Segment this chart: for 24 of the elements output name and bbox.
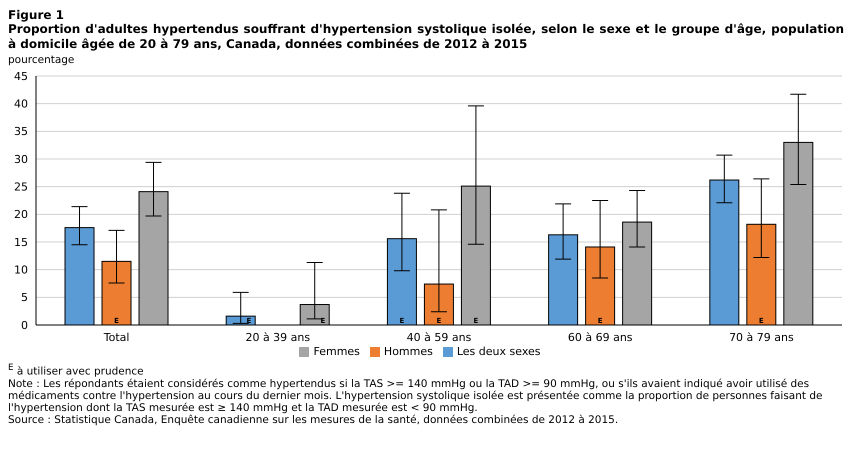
- legend-label: Hommes: [384, 345, 433, 358]
- y-tick-label: 15: [14, 236, 28, 249]
- legend-label: Femmes: [313, 345, 360, 358]
- y-tick-label: 30: [14, 152, 28, 166]
- y-tick-label: 45: [14, 70, 28, 83]
- y-tick-label: 20: [14, 208, 28, 222]
- legend-label: Les deux sexes: [456, 345, 540, 358]
- y-tick-label: 25: [14, 180, 28, 194]
- x-tick-label: 40 à 59 ans: [406, 330, 472, 344]
- y-tick-label: 5: [21, 291, 28, 304]
- text: Note : Les répondants étaient considérés comme hypertendus si la TAS >= 140 mmHg ou la TAD >= 90 mmHg, ou s'ils avaient indiqué avoir utilisé des médicaments contre l'hypertension au cours du dernier mois. L'hypertension systolique isolée est présentée comme la proportion de personnes faisant de l'hypertension dont la TAS mesurée est ≥ 140 mmHg et la TAD mesurée est < 90 mmHg.: [8, 378, 824, 414]
- chart-title: Figure 1: [8, 8, 66, 22]
- x-tick-label: 60 à 69 ans: [568, 330, 633, 344]
- chart-subtitle: Proportion d'adultes hypertendus souffrant d'hypertension systolique isolée, selon le sexe et le groupe d'âge, population à domicile âgée de 20 à 79 ans, Canada, données combinées de 2012 à 2015: [8, 22, 844, 52]
- y-tick-label: 40: [14, 98, 28, 111]
- text: $^{E}$ à utiliser avec prudence: [8, 362, 145, 378]
- y-tick-label: 10: [14, 264, 28, 277]
- source-note: Source : Statistique Canada, Enquête canadienne sur les mesures de la santé, données combinées de 2012 à 2015.: [8, 414, 620, 426]
- y-tick-label: 0: [21, 318, 28, 332]
- x-tick-label: 70 à 79 ans: [729, 330, 794, 344]
- x-tick-label: Total: [102, 330, 130, 344]
- x-tick-label: 20 à 39 ans: [245, 330, 310, 344]
- y-axis-title: pourcentage: [8, 54, 76, 66]
- y-tick-label: 35: [14, 125, 28, 138]
